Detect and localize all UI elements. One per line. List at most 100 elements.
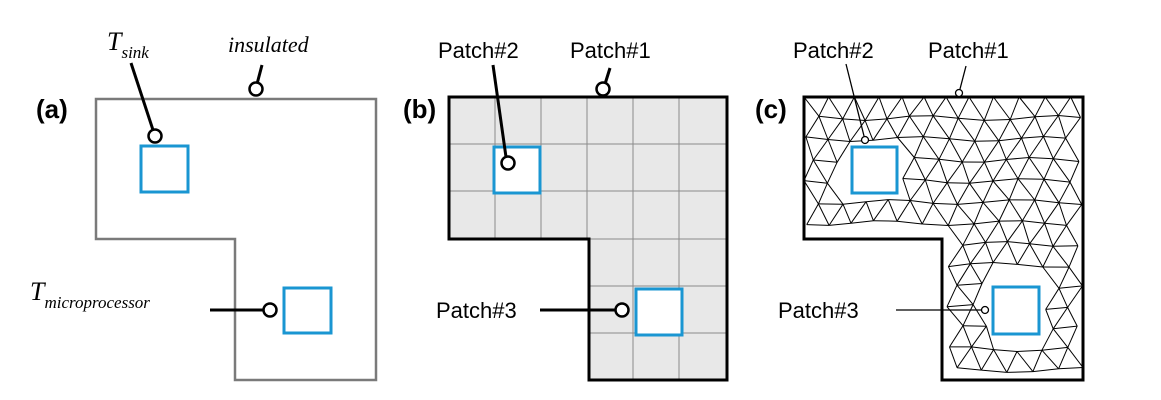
mesh-edge	[1022, 220, 1045, 224]
mesh-edge	[805, 115, 820, 138]
patch1-marker	[595, 81, 611, 97]
mesh-edge	[1034, 179, 1045, 201]
mesh-edge	[946, 182, 958, 205]
mesh-edge	[1021, 116, 1036, 139]
mesh-edge	[992, 180, 1010, 201]
mesh-edge	[1016, 243, 1031, 265]
mesh-edge	[803, 180, 819, 205]
mesh-edge	[972, 283, 983, 305]
mesh-edge	[948, 263, 971, 268]
mesh-edge	[962, 325, 972, 348]
patch1-leader-line	[959, 65, 967, 90]
panel-c: (c) Patch#2 Patch#1 Patch#3	[755, 38, 1085, 382]
mesh-edge	[872, 199, 889, 221]
mesh-edge	[914, 157, 940, 160]
mesh-edge	[897, 137, 915, 158]
panel-c-label: (c)	[755, 94, 787, 124]
mesh-edge	[872, 118, 888, 141]
mesh-edge	[1058, 288, 1069, 308]
mesh-edge	[932, 115, 950, 140]
mesh-edge	[985, 242, 994, 263]
mesh-edge	[1021, 199, 1036, 222]
mesh-edge	[873, 220, 898, 222]
mesh-edge	[886, 96, 903, 120]
mesh-edge	[902, 157, 915, 179]
mesh-edge	[886, 115, 910, 120]
mesh-edge	[971, 346, 994, 351]
patch2-marker	[500, 155, 516, 171]
mesh-edge	[962, 304, 974, 326]
mesh-edge	[1034, 199, 1059, 204]
mesh-edge	[1070, 96, 1081, 118]
mesh-edge	[1069, 161, 1080, 183]
mesh-edge	[1053, 325, 1078, 330]
insulated-leader-line	[255, 64, 264, 85]
mesh-edge	[1034, 199, 1046, 224]
mesh-edge	[1052, 328, 1069, 348]
mesh-edge	[1016, 351, 1034, 372]
patch1-marker	[954, 88, 964, 98]
patch3-label: Patch#3	[778, 298, 859, 323]
mesh-edge	[842, 201, 867, 205]
mesh-edge	[949, 346, 958, 368]
mesh-edge	[872, 137, 898, 141]
mesh-edge	[992, 178, 1019, 182]
mesh-edge	[949, 138, 975, 142]
mesh-edge	[962, 241, 986, 246]
mesh-edge	[947, 225, 964, 246]
mesh-edge	[1042, 115, 1059, 137]
mesh-edge	[969, 242, 986, 265]
mesh-edge	[1005, 159, 1019, 179]
mesh-edge	[1041, 349, 1059, 370]
mesh-edge	[896, 200, 911, 222]
mesh-edge	[998, 140, 1007, 160]
patch3-square	[991, 285, 1041, 336]
mesh-edge	[817, 183, 828, 205]
mesh-edge	[947, 245, 964, 267]
mesh-edge	[812, 139, 829, 161]
mesh-edge	[828, 96, 844, 120]
mesh-edge	[817, 203, 830, 226]
mesh-edge	[865, 118, 888, 121]
mesh-edge	[972, 304, 987, 327]
mesh-edge	[1057, 115, 1067, 139]
mesh-edge	[1067, 307, 1078, 327]
mesh-edge	[956, 283, 983, 286]
mesh-edge	[812, 159, 828, 184]
mesh-edge	[962, 245, 971, 264]
patch1-label: Patch#1	[928, 38, 1009, 63]
mesh-edge	[956, 284, 974, 305]
mesh-edge	[1006, 220, 1023, 242]
mesh-edge	[878, 96, 888, 120]
mesh-edge	[1021, 220, 1031, 244]
mesh-edge	[1058, 202, 1067, 226]
mesh-edge	[998, 220, 1008, 242]
mesh-edge	[1044, 223, 1054, 247]
mesh-edge	[849, 120, 866, 142]
mesh-edge	[1006, 157, 1030, 160]
mesh-edge	[993, 349, 1008, 373]
patch3-marker	[980, 305, 990, 315]
mesh-edge	[1010, 116, 1036, 120]
mesh-edge	[947, 204, 958, 226]
mesh-edge	[1058, 181, 1071, 203]
mesh-edge	[933, 115, 959, 119]
mesh-edge	[984, 159, 1007, 163]
mesh-edge	[1058, 266, 1070, 289]
mesh-edge	[956, 346, 972, 368]
patch3-label: Patch#3	[436, 298, 517, 323]
patch1-leader-line	[603, 67, 612, 85]
mesh-edge	[1009, 119, 1022, 139]
mesh-edge	[897, 220, 923, 225]
mesh-edge	[974, 220, 1000, 225]
mesh-edge	[1006, 371, 1033, 373]
mesh-edge	[842, 96, 855, 120]
mesh-edge	[1041, 328, 1054, 351]
mesh-edge	[983, 120, 1000, 142]
patch2-leader-line	[845, 63, 865, 137]
mesh-edge	[956, 263, 971, 286]
t-micro-label: Tmicroprocessor	[30, 277, 150, 312]
mesh-edge	[983, 161, 994, 182]
mesh-edge	[1058, 347, 1069, 369]
mesh-edge	[971, 325, 987, 348]
